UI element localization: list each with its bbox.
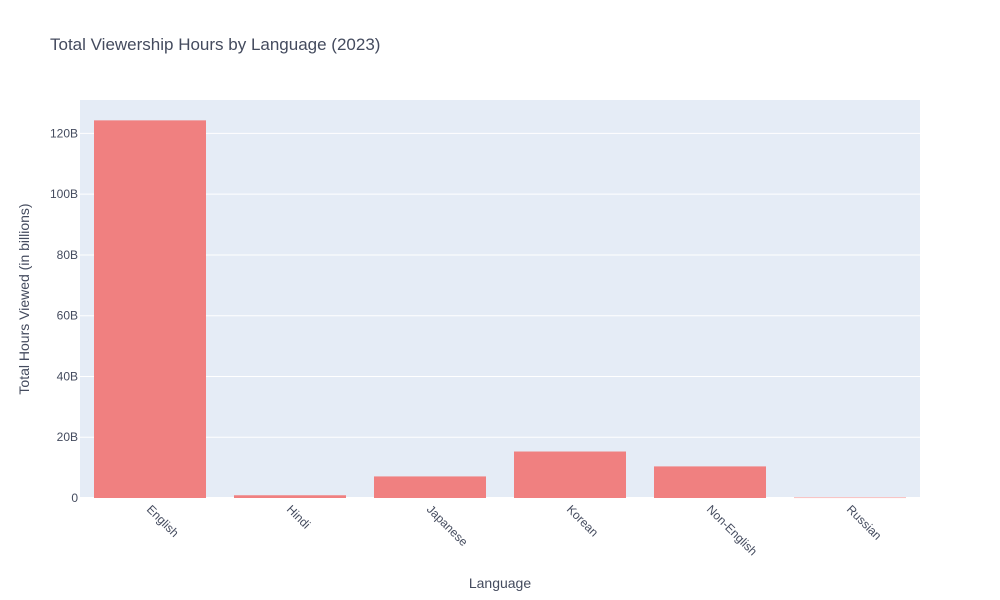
bar-non-english[interactable]: [654, 466, 766, 498]
y-tick-label: 120B: [50, 126, 78, 140]
chart-title: Total Viewership Hours by Language (2023…: [50, 35, 380, 54]
x-axis-ticks: English Hindi Japanese Korean Non-English Rus…: [144, 502, 885, 558]
x-tick-label: Korean: [564, 502, 601, 539]
gridlines: [80, 132, 920, 499]
y-axis-label: Total Hours Viewed (in billions): [16, 203, 32, 394]
x-tick-label: Hindi: [284, 502, 313, 531]
plot-area: [80, 100, 920, 498]
y-tick-label: 20B: [57, 430, 78, 444]
bar-russian[interactable]: [794, 497, 906, 499]
bar-japanese[interactable]: [374, 476, 486, 498]
bar-hindi[interactable]: [234, 495, 346, 498]
x-tick-label: Japanese: [424, 502, 471, 549]
x-axis-label: Language: [469, 575, 532, 591]
bar-korean[interactable]: [514, 451, 626, 498]
x-tick-label: Non-English: [704, 502, 760, 558]
y-tick-label: 100B: [50, 187, 78, 201]
x-tick-label: Russian: [844, 502, 885, 543]
y-tick-label: 60B: [57, 309, 78, 323]
y-tick-label: 40B: [57, 369, 78, 383]
y-tick-label: 80B: [57, 248, 78, 262]
y-axis-ticks: 0 20B 40B 60B 80B 100B 120B: [50, 126, 78, 505]
bars: [94, 120, 906, 499]
y-tick-label: 0: [71, 491, 78, 505]
x-tick-label: English: [144, 502, 182, 540]
bar-english[interactable]: [94, 120, 206, 499]
